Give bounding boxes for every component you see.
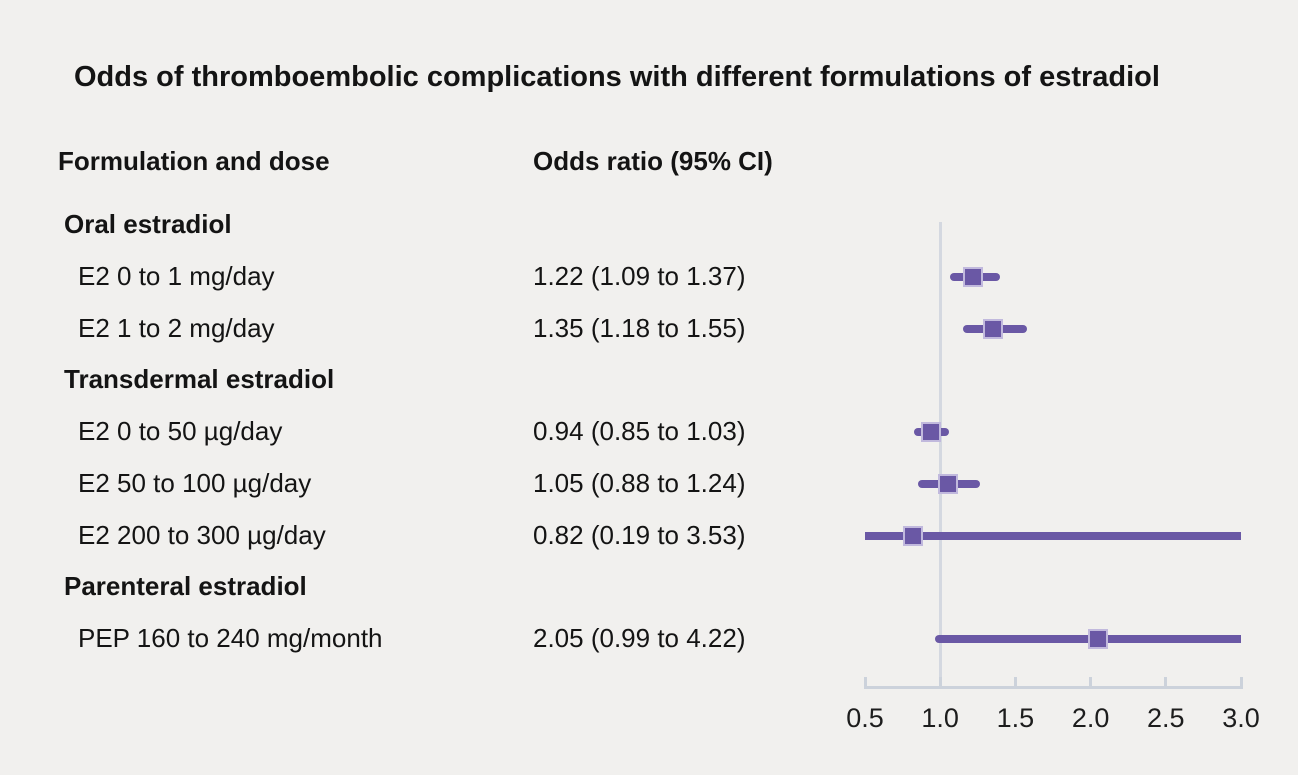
x-axis-tick-label: 0.5: [846, 703, 884, 733]
odds-ratio-marker: [982, 318, 1003, 339]
x-axis-tick: [938, 677, 942, 686]
row-label: E2 200 to 300 µg/day: [78, 519, 326, 550]
row-odds-ratio-value: 0.94 (0.85 to 1.03): [533, 416, 746, 446]
row-label: E2 50 to 100 µg/day: [78, 467, 312, 498]
x-axis-line: [863, 686, 1243, 689]
column-header-formulation: Formulation and dose: [58, 146, 330, 176]
figure-title: Odds of thromboembolic complications wit…: [74, 61, 1160, 93]
row-label: PEP 160 to 240 mg/month: [78, 623, 383, 653]
x-axis-tick-label: 1.0: [921, 703, 959, 733]
confidence-interval-line: [865, 531, 1241, 540]
row-odds-ratio-value: 1.22 (1.09 to 1.37): [533, 260, 746, 291]
section-label: Parenteral estradiol: [64, 571, 307, 602]
row-odds-ratio-value: 2.05 (0.99 to 4.22): [533, 623, 746, 653]
odds-ratio-marker: [963, 266, 984, 287]
column-header-odds-ratio: Odds ratio (95% CI): [533, 146, 773, 176]
section-label: Transdermal estradiol: [64, 364, 335, 395]
odds-ratio-marker: [903, 525, 924, 546]
x-axis-tick-label: 2.0: [1071, 703, 1110, 733]
odds-ratio-marker: [937, 473, 958, 494]
row-odds-ratio-value: 1.05 (0.88 to 1.24): [533, 467, 746, 498]
x-axis-tick: [863, 677, 867, 686]
row-odds-ratio-value: 0.82 (0.19 to 3.53): [533, 519, 746, 550]
x-axis-tick-label: 1.5: [996, 703, 1035, 733]
x-axis-tick-label: 2.5: [1147, 703, 1185, 733]
row-odds-ratio-value: 1.35 (1.18 to 1.55): [533, 312, 746, 343]
confidence-interval-line: [934, 635, 1241, 643]
x-axis-tick: [1089, 677, 1093, 686]
row-label: E2 0 to 50 µg/day: [78, 416, 283, 446]
x-axis-tick: [1013, 677, 1017, 686]
section-label: Oral estradiol: [64, 209, 232, 239]
x-axis-tick-label: 3.0: [1222, 703, 1260, 733]
row-label: E2 0 to 1 mg/day: [78, 260, 275, 291]
x-axis-tick: [1164, 677, 1168, 686]
odds-ratio-marker: [1088, 629, 1109, 649]
reference-line: [938, 222, 942, 689]
odds-ratio-marker: [921, 422, 942, 442]
row-label: E2 1 to 2 mg/day: [78, 312, 275, 343]
x-axis-tick: [1239, 677, 1243, 686]
